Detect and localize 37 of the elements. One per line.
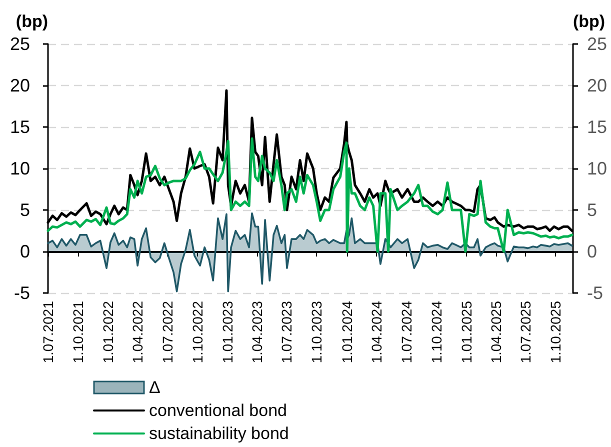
y-axis-title: (bp) (16, 12, 48, 31)
x-tick-label: 1.01.2022 (100, 300, 116, 364)
x-tick-label: 1.07.2024 (398, 300, 414, 364)
y-tick-label: 10 (10, 158, 30, 178)
x-tick-label: 1.04.2025 (488, 300, 504, 364)
x-tick-label: 1.07.2025 (518, 300, 534, 364)
x-tick-label: 1.04.2024 (368, 300, 385, 364)
y2-tick-label: -5 (587, 283, 604, 303)
y-tick-label: 5 (20, 200, 30, 220)
x-tick-label: 1.04.2022 (130, 300, 146, 364)
y2-tick-label: 20 (587, 76, 608, 96)
x-tick-label: 1.10.2023 (308, 300, 325, 364)
x-tick-label: 1.01.2024 (338, 300, 355, 364)
x-tick-label: 1.10.2024 (428, 300, 444, 364)
y-tick-label: 25 (10, 34, 30, 54)
legend-label: conventional bond (149, 401, 288, 420)
x-tick-label: 1.07.2021 (40, 300, 56, 364)
y2-tick-label: 15 (587, 117, 608, 137)
x-tick-label: 1.10.2022 (189, 300, 206, 364)
legend-label: Δ (149, 378, 160, 397)
x-tick-label: 1.07.2023 (278, 300, 295, 364)
x-tick-label: 1.01.2023 (219, 300, 236, 364)
legend-label: sustainability bond (149, 424, 289, 443)
y2-tick-label: 25 (587, 34, 608, 54)
y-tick-label: 20 (10, 76, 30, 96)
y-tick-label: 15 (10, 117, 30, 137)
x-tick-label: 1.07.2022 (159, 300, 176, 364)
x-tick-label: 1.01.2025 (458, 300, 474, 364)
y2-axis-title: (bp) (573, 12, 606, 31)
y2-tick-label: 5 (587, 200, 598, 220)
x-tick-label: 1.04.2023 (248, 300, 265, 364)
x-tick-label: 1.10.2021 (70, 300, 86, 364)
x-tick-label: 1.10.2025 (548, 300, 564, 364)
y-tick-label: 0 (20, 242, 30, 262)
y2-tick-label: 0 (587, 242, 598, 262)
y2-tick-label: 10 (587, 158, 608, 178)
y-tick-label: -5 (14, 283, 30, 303)
